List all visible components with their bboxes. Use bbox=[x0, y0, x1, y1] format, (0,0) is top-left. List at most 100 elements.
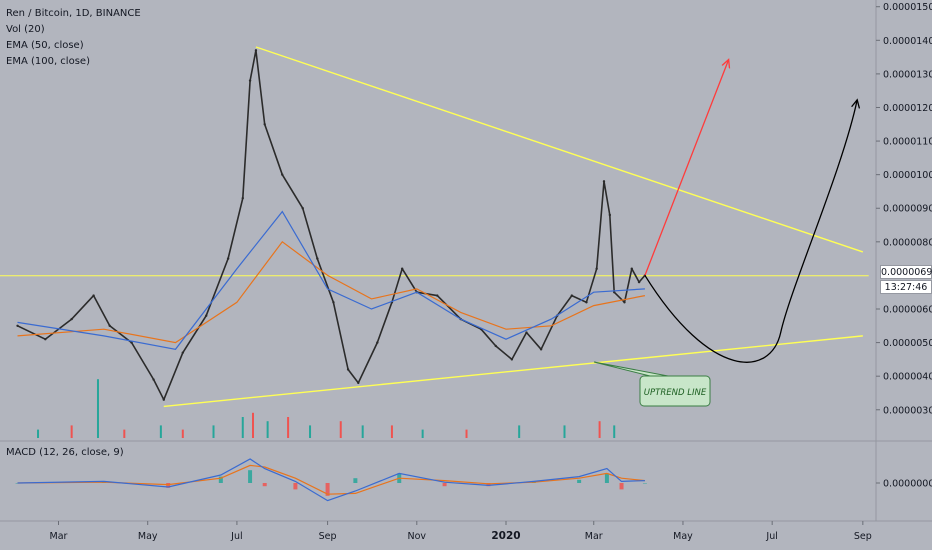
price-point bbox=[436, 294, 439, 297]
price-point bbox=[70, 317, 73, 321]
last-price-tag: 0.00000699 bbox=[880, 265, 932, 279]
volume-bar bbox=[339, 421, 342, 438]
volume-bar bbox=[252, 412, 255, 438]
price-point bbox=[602, 180, 606, 183]
macd-legend[interactable]: MACD (12, 26, close, 9) bbox=[6, 447, 124, 458]
symbol-title[interactable]: Ren / Bitcoin, 1D, BINANCE bbox=[6, 8, 141, 19]
price-point bbox=[241, 196, 244, 200]
macd-histogram-bar bbox=[642, 483, 647, 484]
volume-bar bbox=[96, 379, 99, 438]
volume-bar bbox=[181, 429, 184, 438]
x-tick-label: Sep bbox=[319, 531, 337, 542]
macd-histogram-bar bbox=[325, 483, 330, 496]
callout-box bbox=[639, 375, 711, 407]
macd-histogram-bar bbox=[166, 483, 171, 488]
price-point bbox=[152, 378, 155, 381]
macd-signal-line bbox=[17, 464, 645, 495]
volume-bar bbox=[518, 425, 521, 438]
price-point bbox=[637, 280, 641, 284]
macd-histogram-bar bbox=[486, 483, 491, 487]
x-tick-label: May bbox=[673, 531, 693, 542]
x-tick-label: Sep bbox=[854, 531, 872, 542]
volume-bar bbox=[613, 425, 616, 438]
macd-histogram-bar bbox=[577, 479, 582, 483]
volume-bar bbox=[266, 421, 269, 438]
macd-histogram-bar bbox=[604, 473, 609, 483]
volume-bar bbox=[361, 425, 364, 438]
x-tick-label: Mar bbox=[50, 531, 68, 542]
macd-histogram-bar bbox=[353, 478, 358, 483]
macd-histogram-bar bbox=[248, 470, 253, 483]
volume-bar bbox=[287, 417, 290, 438]
indicator-volume[interactable]: Vol (20) bbox=[6, 24, 45, 35]
annotation-label: UPTREND LINE bbox=[644, 388, 707, 398]
volume-bar bbox=[598, 421, 601, 438]
macd-line bbox=[17, 458, 645, 502]
chart-legend: Ren / Bitcoin, 1D, BINANCE Vol (20) EMA … bbox=[6, 6, 141, 70]
trendline-upper bbox=[255, 46, 864, 253]
price-point bbox=[539, 348, 543, 351]
volume-bar bbox=[241, 417, 244, 438]
price-point bbox=[357, 381, 360, 385]
price-point bbox=[525, 331, 528, 334]
macd-histogram-bar bbox=[619, 483, 624, 490]
price-point bbox=[608, 213, 612, 217]
volume-bar bbox=[123, 429, 126, 438]
price-point bbox=[630, 267, 633, 270]
price-point bbox=[376, 341, 379, 344]
price-point bbox=[346, 368, 350, 371]
macd-axis-label: 0.00000000 bbox=[883, 479, 932, 490]
macd-histogram-bar bbox=[293, 483, 298, 490]
price-point bbox=[44, 338, 47, 341]
macd-histogram-bar bbox=[442, 483, 447, 487]
price-point bbox=[316, 257, 319, 260]
x-tick-label: Mar bbox=[585, 531, 603, 542]
price-point bbox=[595, 267, 598, 270]
volume-bar bbox=[159, 425, 162, 438]
countdown-tag: 13:27:46 bbox=[880, 280, 932, 294]
volume-bar bbox=[37, 429, 40, 438]
price-point bbox=[494, 344, 497, 348]
price-series-line bbox=[17, 49, 646, 401]
x-tick-label: Nov bbox=[408, 531, 427, 542]
price-point bbox=[162, 398, 165, 401]
price-point bbox=[181, 351, 185, 354]
price-point bbox=[400, 267, 404, 270]
volume-bar bbox=[465, 429, 468, 438]
volume-bar bbox=[390, 425, 393, 438]
macd-histogram-bar bbox=[218, 476, 223, 483]
macd-histogram-bar bbox=[262, 483, 267, 487]
price-point bbox=[130, 341, 133, 344]
price-point bbox=[248, 79, 252, 82]
x-tick-label: Jul bbox=[765, 531, 777, 542]
ema-100-line bbox=[17, 240, 646, 344]
price-point bbox=[623, 301, 626, 304]
price-point bbox=[281, 173, 284, 176]
volume-bar bbox=[70, 425, 73, 438]
x-tick-label: 2020 bbox=[491, 530, 520, 542]
indicator-ema-100[interactable]: EMA (100, close) bbox=[6, 56, 90, 67]
indicator-ema-50[interactable]: EMA (50, close) bbox=[6, 40, 84, 51]
volume-bar bbox=[212, 425, 215, 438]
price-point bbox=[92, 294, 95, 297]
projection-curve-arrow bbox=[644, 101, 857, 363]
price-point bbox=[254, 49, 258, 52]
price-point bbox=[613, 291, 616, 294]
volume-bar bbox=[563, 425, 566, 438]
price-point bbox=[16, 324, 19, 328]
volume-bar bbox=[309, 425, 312, 438]
price-point bbox=[332, 301, 335, 304]
price-point bbox=[585, 301, 588, 304]
y-tick-label: 0.00000300 bbox=[883, 405, 932, 416]
volume-bar bbox=[421, 429, 424, 438]
price-point bbox=[226, 257, 230, 260]
